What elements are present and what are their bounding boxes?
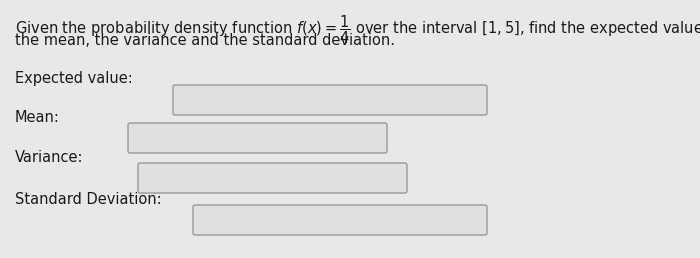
Text: Standard Deviation:: Standard Deviation:: [15, 192, 162, 207]
Text: Given the probability density function $f(x) = \dfrac{1}{4}$ over the interval $: Given the probability density function $…: [15, 13, 700, 46]
Text: Mean:: Mean:: [15, 110, 60, 125]
Text: the mean, the variance and the standard deviation.: the mean, the variance and the standard …: [15, 33, 395, 48]
FancyBboxPatch shape: [173, 85, 487, 115]
Text: Variance:: Variance:: [15, 150, 83, 165]
Text: Expected value:: Expected value:: [15, 70, 133, 85]
FancyBboxPatch shape: [128, 123, 387, 153]
FancyBboxPatch shape: [138, 163, 407, 193]
FancyBboxPatch shape: [193, 205, 487, 235]
